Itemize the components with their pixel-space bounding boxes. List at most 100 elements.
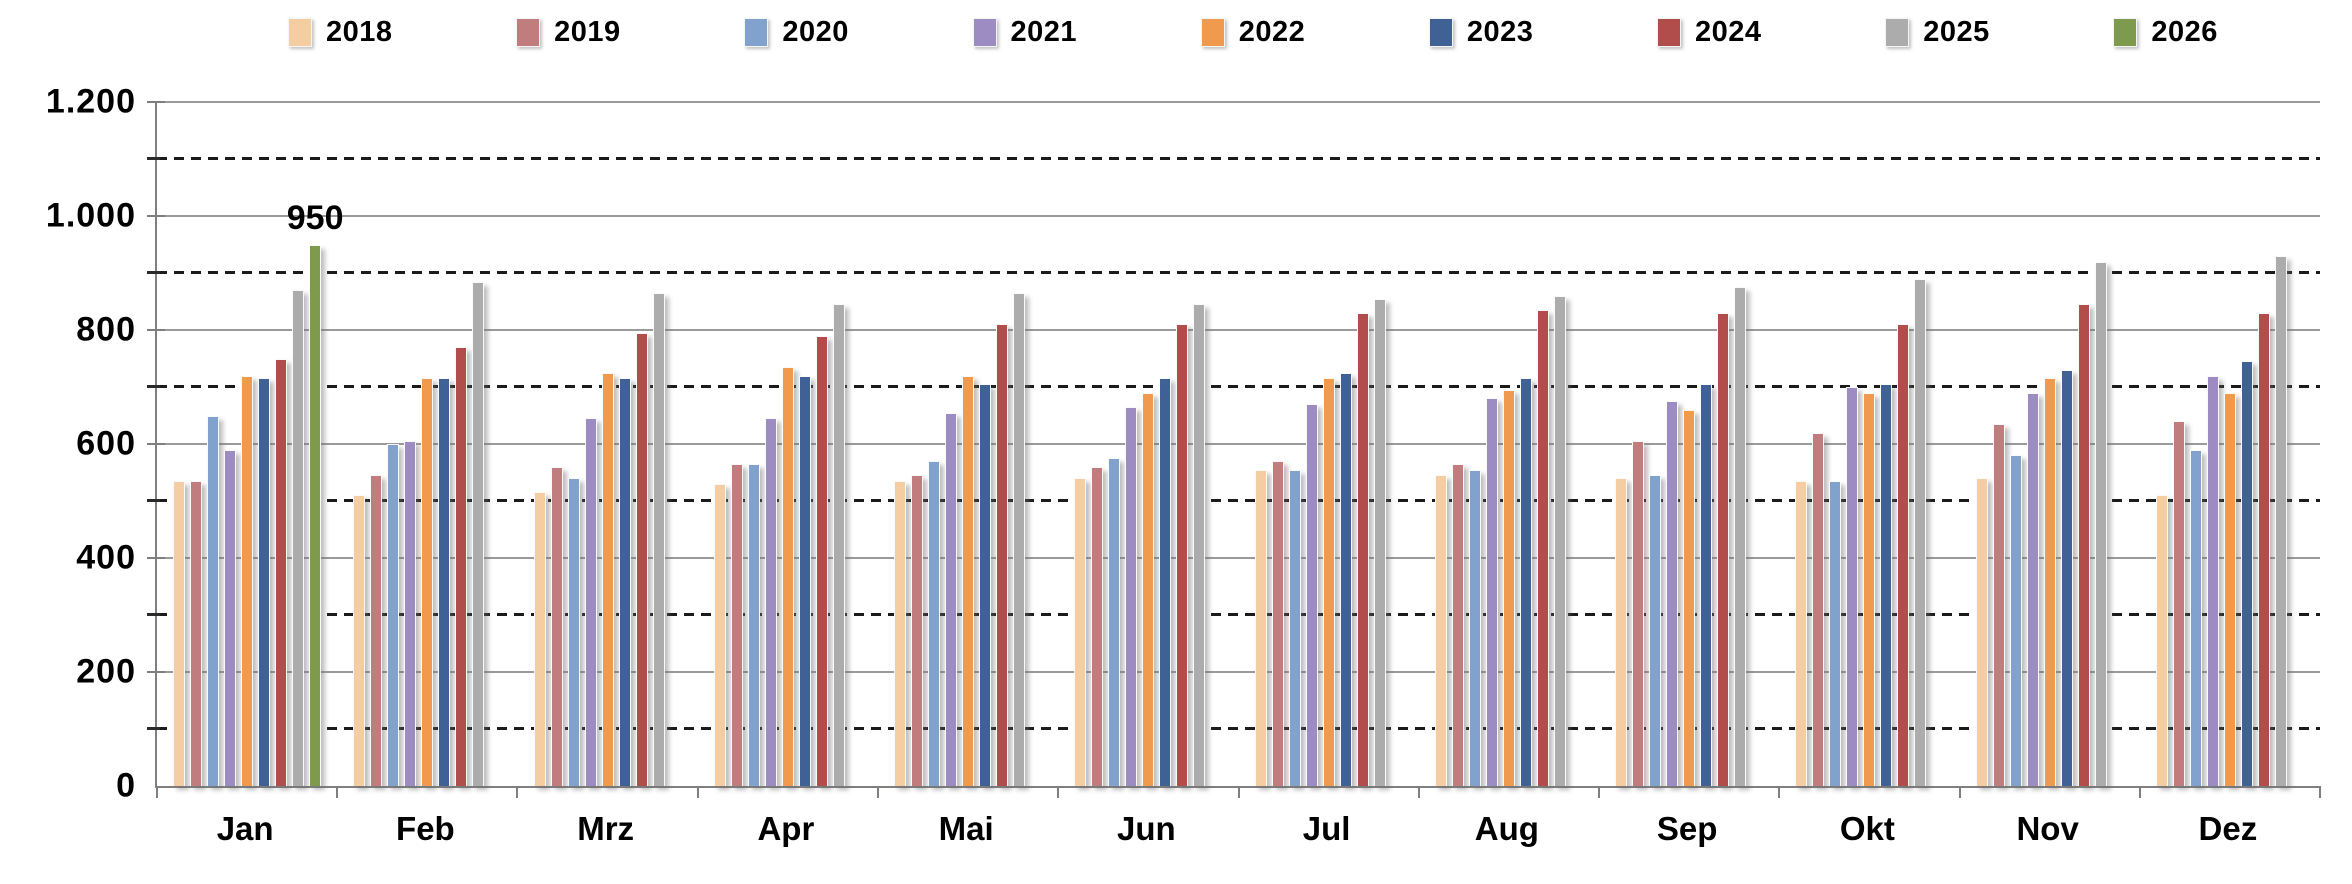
x-axis-tick-12 bbox=[2319, 786, 2321, 798]
bar-slot-2024-Mai bbox=[996, 102, 1009, 786]
legend-swatch-2019 bbox=[516, 17, 541, 47]
bar-slot-2019-Jan bbox=[190, 102, 203, 786]
bar-2021-Dez bbox=[2206, 375, 2219, 786]
bar-slot-2018-Aug bbox=[1434, 102, 1447, 786]
bar-slot-2020-Sep bbox=[1649, 102, 1662, 786]
bar-2024-Feb bbox=[455, 347, 468, 786]
x-axis-tick-9 bbox=[1778, 786, 1781, 798]
bar-2025-Nov bbox=[2094, 261, 2107, 786]
bar-group-Jun bbox=[1058, 102, 1238, 786]
gridline-major-1000 bbox=[157, 215, 2320, 217]
y-axis-tick-100 bbox=[147, 727, 160, 731]
x-axis-tick-0 bbox=[156, 786, 158, 798]
bar-slot-2024-Nov bbox=[2077, 102, 2090, 786]
bar-2018-Sep bbox=[1615, 478, 1628, 786]
bar-2025-Okt bbox=[1914, 278, 1927, 786]
bar-slot-2018-Nov bbox=[1975, 102, 1988, 786]
bar-2024-Jan bbox=[275, 358, 288, 786]
bar-2022-Aug bbox=[1502, 389, 1515, 786]
bar-slot-2018-Jan bbox=[173, 102, 186, 786]
bar-2020-Jul bbox=[1288, 469, 1301, 786]
bar-slot-2019-Dez bbox=[2172, 102, 2185, 786]
bar-2025-Apr bbox=[832, 304, 845, 786]
bar-2018-Mrz bbox=[533, 492, 546, 786]
bar-group-Nov bbox=[1960, 102, 2140, 786]
bar-2021-Okt bbox=[1846, 387, 1859, 786]
bar-2025-Feb bbox=[472, 281, 485, 786]
x-axis-tick-5 bbox=[1057, 786, 1060, 798]
bar-2019-Sep bbox=[1632, 441, 1645, 786]
x-axis-label-Feb: Feb bbox=[396, 810, 455, 847]
bar-slot-2019-Jun bbox=[1091, 102, 1104, 786]
x-axis-label-Jan: Jan bbox=[216, 810, 274, 847]
bar-2018-Nov bbox=[1975, 478, 1988, 786]
bar-group-Jul bbox=[1239, 102, 1419, 786]
legend-item-2026: 2026 bbox=[2113, 16, 2218, 49]
bar-slot-2019-Okt bbox=[1812, 102, 1825, 786]
legend-item-2018: 2018 bbox=[288, 16, 393, 49]
bar-2024-Mrz bbox=[635, 332, 648, 786]
bar-2021-Nov bbox=[2026, 392, 2039, 786]
bar-slot-2020-Okt bbox=[1829, 102, 1842, 786]
bar-2019-Jun bbox=[1091, 466, 1104, 786]
bar-slot-2021-Apr bbox=[764, 102, 777, 786]
bar-2019-Mai bbox=[911, 475, 924, 786]
bar-slot-2021-Okt bbox=[1846, 102, 1859, 786]
legend-swatch-2023 bbox=[1428, 17, 1453, 47]
bar-group-Dez bbox=[2140, 102, 2320, 786]
bar-2020-Apr bbox=[747, 463, 760, 786]
bar-slot-2021-Dez bbox=[2206, 102, 2219, 786]
bar-slot-2024-Dez bbox=[2257, 102, 2270, 786]
bar-slot-2025-Dez bbox=[2274, 102, 2287, 786]
bar-slot-2023-Jan bbox=[258, 102, 271, 786]
bar-2021-Aug bbox=[1485, 398, 1498, 786]
bar-slot-2018-Mai bbox=[894, 102, 907, 786]
bar-2024-Jul bbox=[1356, 312, 1369, 786]
bar-2022-Okt bbox=[1863, 392, 1876, 786]
bar-2022-Feb bbox=[421, 378, 434, 786]
legend-swatch-2022 bbox=[1200, 17, 1225, 47]
bar-slot-2022-Jul bbox=[1322, 102, 1335, 786]
legend-label-2026: 2026 bbox=[2151, 15, 2218, 48]
bar-slot-2023-Feb bbox=[438, 102, 451, 786]
bar-2021-Mai bbox=[945, 412, 958, 786]
bar-2020-Jan bbox=[207, 415, 220, 786]
bar-2025-Jan bbox=[292, 290, 305, 786]
y-axis-label-600: 600 bbox=[76, 424, 136, 463]
bar-2018-Apr bbox=[713, 483, 726, 786]
bar-group-Jan: 950 bbox=[157, 102, 343, 786]
legend-item-2020: 2020 bbox=[744, 16, 849, 49]
bar-slot-2020-Feb bbox=[387, 102, 400, 786]
bar-slot-2020-Mai bbox=[928, 102, 941, 786]
x-axis-label-Jun: Jun bbox=[1117, 810, 1176, 847]
bar-2023-Jun bbox=[1159, 378, 1172, 786]
bar-slot-2025-Jul bbox=[1373, 102, 1386, 786]
bar-slot-2025-Mai bbox=[1013, 102, 1026, 786]
bar-2024-Dez bbox=[2257, 312, 2270, 786]
gridline-major-600 bbox=[157, 443, 2320, 445]
bar-2022-Nov bbox=[2043, 378, 2056, 786]
bar-slot-2019-Mrz bbox=[550, 102, 563, 786]
bar-slot-2021-Nov bbox=[2026, 102, 2039, 786]
legend-label-2018: 2018 bbox=[326, 15, 393, 48]
bar-slot-2020-Jan bbox=[207, 102, 220, 786]
bar-2020-Mrz bbox=[567, 478, 580, 786]
legend-label-2021: 2021 bbox=[1010, 15, 1078, 48]
bar-2018-Jan bbox=[173, 481, 186, 786]
bar-slot-2026-Okt bbox=[1931, 102, 1943, 786]
bar-slot-2018-Jul bbox=[1254, 102, 1267, 786]
bar-groups: 950 bbox=[157, 102, 2320, 786]
bar-slot-2023-Aug bbox=[1519, 102, 1532, 786]
bar-slot-2018-Dez bbox=[2155, 102, 2168, 786]
bar-slot-2018-Okt bbox=[1795, 102, 1808, 786]
bar-2023-Mrz bbox=[618, 378, 631, 786]
gridline-minor-1100 bbox=[157, 157, 2320, 160]
x-axis-label-Sep: Sep bbox=[1656, 810, 1718, 847]
bar-2019-Okt bbox=[1812, 432, 1825, 786]
x-axis-label-Okt: Okt bbox=[1839, 810, 1895, 847]
gridline-minor-300 bbox=[157, 613, 2320, 616]
bar-2023-Dez bbox=[2240, 361, 2253, 786]
bar-slot-2025-Sep bbox=[1734, 102, 1747, 786]
bar-group-Apr bbox=[698, 102, 878, 786]
